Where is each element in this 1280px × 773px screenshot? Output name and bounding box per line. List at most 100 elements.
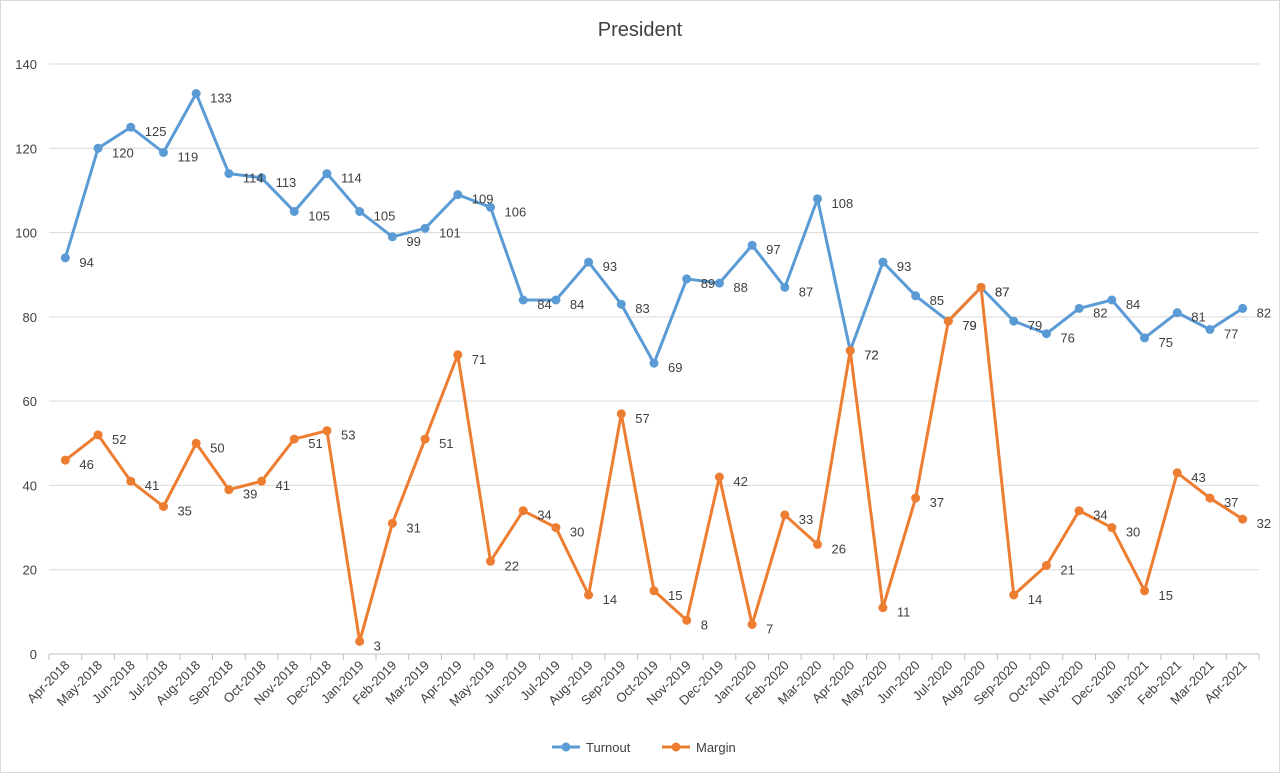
data-point [1074, 303, 1084, 313]
data-point [1041, 561, 1051, 570]
data-label: 87 [995, 284, 1009, 299]
data-label: 15 [1159, 588, 1173, 603]
data-point [649, 586, 659, 596]
data-label: 88 [733, 280, 747, 295]
data-point [1107, 295, 1117, 305]
data-label: 46 [79, 457, 93, 472]
data-label: 57 [635, 411, 649, 426]
data-point [224, 485, 234, 495]
data-label: 84 [537, 297, 551, 312]
legend-item-margin: Margin [662, 740, 736, 755]
data-point [289, 434, 299, 444]
legend-item-turnout: Turnout [552, 740, 631, 755]
data-point [551, 295, 561, 305]
data-label: 42 [733, 474, 747, 489]
data-label: 8 [701, 617, 708, 632]
data-point [453, 190, 463, 200]
data-point [747, 620, 757, 629]
data-label: 79 [1028, 318, 1042, 333]
data-point [126, 122, 136, 132]
y-tick-label: 20 [23, 563, 37, 578]
data-point [518, 295, 528, 305]
data-point [845, 346, 855, 356]
data-label: 43 [1191, 470, 1205, 485]
data-point [616, 409, 626, 419]
y-tick-label: 40 [23, 478, 37, 493]
data-point [518, 506, 528, 516]
data-label: 37 [1224, 495, 1238, 510]
data-point [1172, 308, 1182, 318]
data-label: 81 [1191, 310, 1205, 325]
y-tick-label: 120 [15, 141, 37, 156]
data-point [257, 173, 267, 183]
data-point [911, 493, 921, 503]
data-point [1107, 523, 1117, 533]
data-label: 77 [1224, 327, 1238, 342]
data-point [943, 316, 953, 326]
data-label: 82 [1257, 305, 1271, 320]
data-point [813, 194, 823, 204]
data-point [584, 257, 594, 267]
data-point [158, 148, 168, 157]
data-point [714, 278, 724, 288]
y-axis: 0 20 40 60 80 100 120 140 [15, 57, 37, 662]
data-point [420, 434, 430, 444]
data-label: 99 [406, 234, 420, 249]
data-label: 101 [439, 225, 461, 240]
data-label: 34 [1093, 508, 1107, 523]
data-point [60, 455, 70, 465]
data-point [420, 223, 430, 233]
data-point [813, 539, 823, 549]
data-label: 37 [930, 495, 944, 510]
data-label: 39 [243, 487, 257, 502]
data-point [1205, 493, 1215, 503]
data-label: 11 [897, 605, 911, 620]
data-point [191, 89, 201, 98]
data-point [289, 207, 299, 216]
data-point [747, 240, 757, 250]
data-label: 14 [603, 592, 617, 607]
data-point [1074, 506, 1084, 516]
data-point [322, 426, 332, 436]
data-point [257, 476, 267, 486]
data-point [551, 523, 561, 533]
data-label: 51 [439, 436, 453, 451]
y-tick-label: 100 [15, 226, 37, 241]
legend-marker [561, 742, 571, 752]
data-point [485, 202, 495, 212]
data-label: 7 [766, 622, 773, 637]
data-point [911, 291, 921, 301]
data-label: 41 [145, 478, 159, 493]
data-label: 87 [799, 284, 813, 299]
data-label: 93 [897, 259, 911, 274]
data-point [1238, 514, 1248, 524]
data-label: 85 [930, 293, 944, 308]
data-label: 125 [145, 124, 167, 139]
chart-title: President [598, 19, 683, 41]
data-point [355, 207, 365, 216]
data-point [780, 282, 790, 292]
data-label: 114 [341, 171, 362, 186]
data-point [453, 350, 463, 360]
data-label: 14 [1028, 592, 1042, 607]
series-turnout [60, 89, 1248, 368]
data-point [1009, 590, 1019, 600]
data-label: 87 [995, 284, 1009, 299]
data-point [1140, 586, 1150, 596]
data-label: 22 [504, 558, 518, 573]
series-margin [60, 282, 1248, 646]
data-label: 72 [864, 348, 878, 363]
data-label: 84 [570, 297, 584, 312]
data-point [158, 502, 168, 511]
data-label: 79 [962, 318, 976, 333]
y-tick-label: 140 [15, 57, 37, 72]
data-label: 53 [341, 428, 355, 443]
data-label: 30 [570, 525, 584, 540]
data-point [682, 274, 692, 284]
data-label: 105 [374, 209, 396, 224]
data-label: 31 [406, 520, 420, 535]
gridlines [49, 63, 1259, 655]
legend: Turnout Margin [552, 740, 736, 755]
y-tick-label: 0 [30, 647, 37, 662]
